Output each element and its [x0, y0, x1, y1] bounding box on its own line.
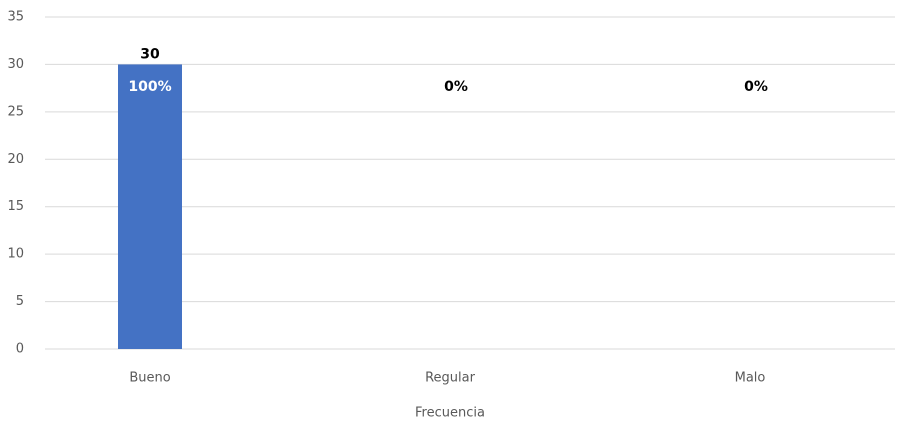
y-tick-label: 30 [7, 57, 24, 72]
y-tick-label: 5 [16, 294, 24, 309]
legend-label: Frecuencia [415, 406, 485, 421]
y-tick-label: 20 [7, 152, 24, 167]
percent-label: 0% [744, 79, 768, 95]
x-tick-label: Regular [425, 371, 476, 386]
y-tick-label: 10 [7, 247, 24, 262]
y-tick-label: 35 [7, 10, 24, 25]
percent-label: 0% [444, 79, 468, 95]
percent-label: 100% [128, 79, 171, 95]
y-tick-label: 25 [7, 104, 24, 119]
y-tick-label: 0 [16, 342, 24, 357]
x-tick-label: Bueno [129, 371, 170, 386]
x-tick-label: Malo [735, 371, 766, 386]
bar [118, 64, 182, 349]
value-label: 30 [140, 46, 160, 62]
y-tick-label: 15 [7, 199, 24, 214]
